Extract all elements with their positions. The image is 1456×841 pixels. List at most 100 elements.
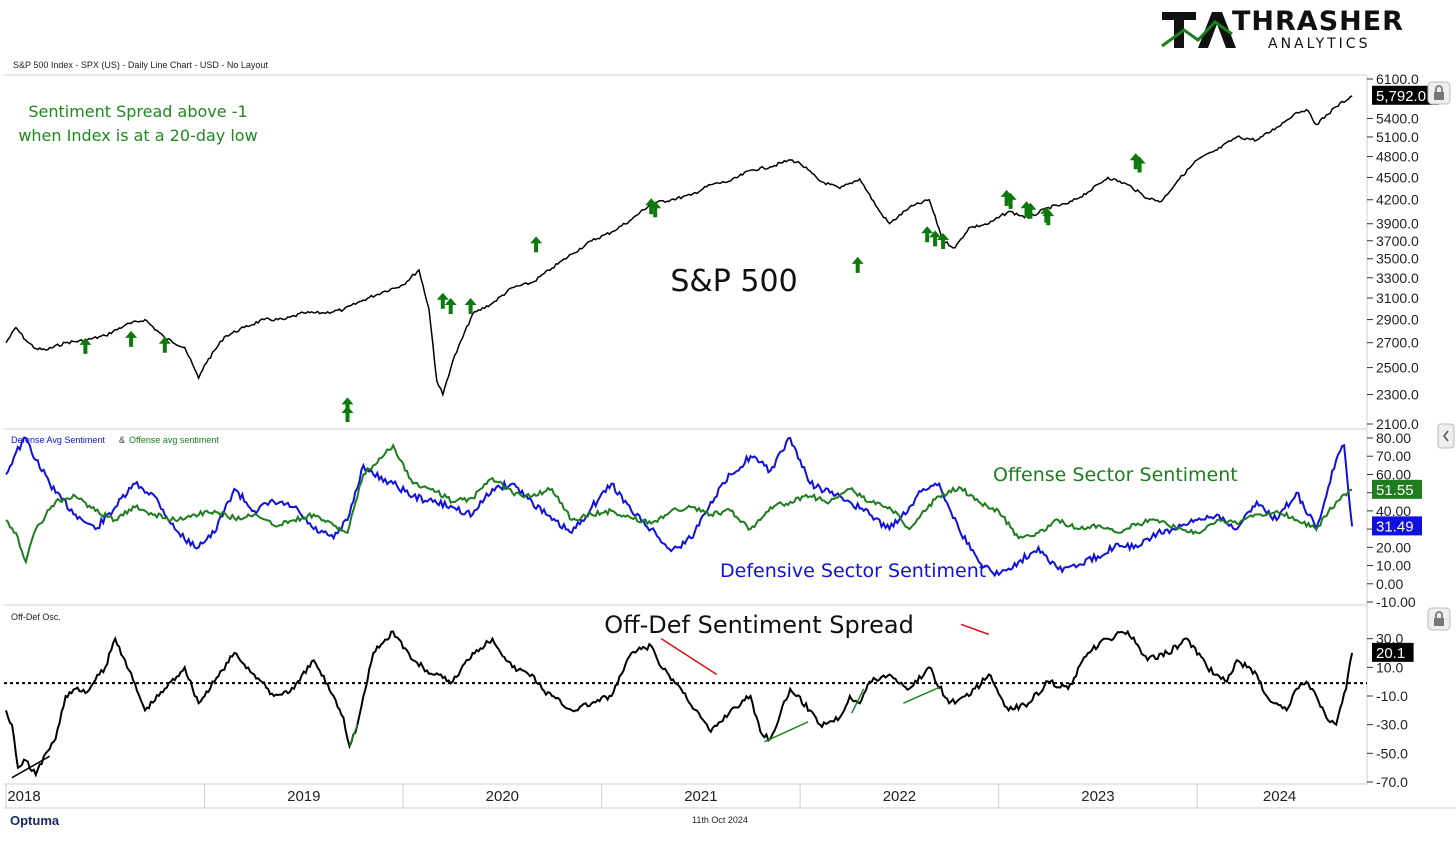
y-tick-label: 4200.0 xyxy=(1376,192,1419,208)
offense-last-value-bg xyxy=(1372,479,1422,499)
signal-arrow xyxy=(1024,202,1037,219)
y-tick-label: -30.0 xyxy=(1376,717,1408,733)
y-tick-label: 3500.0 xyxy=(1376,251,1419,267)
x-tick-label: 2024 xyxy=(1263,788,1296,805)
y-tick-label: 10.00 xyxy=(1376,558,1411,574)
defense-annotation: Defensive Sector Sentiment xyxy=(720,560,986,582)
spread-title: Off-Def Sentiment Spread xyxy=(604,611,914,639)
annotation-line-1: Sentiment Spread above -1 xyxy=(28,102,247,121)
y-tick-label: 3100.0 xyxy=(1376,290,1419,306)
x-tick-label: 2021 xyxy=(684,788,717,805)
spx-line xyxy=(5,95,1353,398)
x-tick-label: 2018 xyxy=(7,788,40,805)
defense-last-value: 31.49 xyxy=(1376,518,1414,535)
defense-last-value-bg xyxy=(1372,516,1422,536)
signal-arrow xyxy=(79,337,92,354)
logo-icon xyxy=(1161,12,1236,48)
y-tick-label: 6100.0 xyxy=(1376,71,1419,87)
signal-arrow xyxy=(464,298,477,314)
spx-last-value: 5,792.0 xyxy=(1376,88,1426,105)
trendline xyxy=(764,721,809,743)
y-tick-label: 80.00 xyxy=(1376,430,1411,446)
spread-last-value-bg xyxy=(1372,642,1414,662)
y-tick-label: 20.00 xyxy=(1376,539,1411,555)
y-tick-label: 10.0 xyxy=(1376,659,1403,675)
signal-arrow xyxy=(649,201,662,218)
legend-offense: Offense avg sentiment xyxy=(129,435,219,445)
x-tick-label: 2022 xyxy=(883,788,916,805)
spread-panel: 30.0 10.0 -10.0 -30.0 -50.0 -70.0 Off-Def Osc.… xyxy=(4,611,1414,790)
spx-title: S&P 500 xyxy=(670,264,797,299)
chevron-left-icon[interactable] xyxy=(1437,423,1455,449)
offense-annotation: Offense Sector Sentiment xyxy=(993,464,1238,486)
y-tick-label: 5400.0 xyxy=(1376,110,1419,126)
y-tick-label: 60.00 xyxy=(1376,466,1411,482)
offense-last-value: 51.55 xyxy=(1376,482,1414,499)
y-tick-label: 3300.0 xyxy=(1376,270,1419,286)
y-tick-label: 4800.0 xyxy=(1376,149,1419,165)
chart-header: S&P 500 Index - SPX (US) - Daily Line Ch… xyxy=(13,60,268,70)
y-tick-label: 2700.0 xyxy=(1376,335,1419,351)
x-tick-label: 2020 xyxy=(486,788,519,805)
brand-name: THRASHER xyxy=(1232,6,1404,37)
y-tick-label: 5100.0 xyxy=(1376,129,1419,145)
y-tick-label: 2500.0 xyxy=(1376,360,1419,376)
signal-arrow xyxy=(929,230,942,247)
y-tick-label: 3900.0 xyxy=(1376,216,1419,232)
signal-arrow xyxy=(921,226,934,243)
y-tick-label: -70.0 xyxy=(1376,774,1408,790)
y-tick-label: 2300.0 xyxy=(1376,387,1419,403)
spx-panel: 6100.0 5400.0 5100.0 4800.0 4500.0 4200.0 3900… xyxy=(5,71,1439,432)
trendline xyxy=(660,638,718,676)
signal-arrow xyxy=(1133,156,1146,173)
y-tick-label: 2900.0 xyxy=(1376,312,1419,328)
spx-last-value-bg xyxy=(1372,85,1439,105)
legend-defense: Defense Avg Sentiment xyxy=(11,435,105,445)
y-tick-label: -10.0 xyxy=(1376,688,1408,704)
signal-arrow xyxy=(851,256,864,273)
lock-icon[interactable] xyxy=(1427,607,1451,631)
signal-arrow xyxy=(1042,209,1055,226)
footer-brand: Optuma xyxy=(10,813,60,828)
legend-spread: Off-Def Osc. xyxy=(11,612,61,622)
spread-last-value: 20.1 xyxy=(1376,645,1405,662)
y-tick-label: -50.0 xyxy=(1376,745,1408,761)
sentiment-panel: 80.0070.0060.0050.0040.0030.0020.0010.00… xyxy=(5,430,1422,610)
defense-line xyxy=(5,436,1354,578)
signal-arrow xyxy=(158,336,171,353)
y-tick-label: -10.00 xyxy=(1376,594,1416,610)
signal-arrow xyxy=(341,406,354,422)
trendline xyxy=(348,724,359,747)
y-tick-label: 2100.0 xyxy=(1376,416,1419,432)
x-tick-label: 2019 xyxy=(287,788,320,805)
lock-icon[interactable] xyxy=(1427,81,1451,105)
x-axis: 2018 2019 2020 2021 2022 2023 2024 xyxy=(5,784,1296,808)
signal-arrow xyxy=(341,397,354,414)
spread-line xyxy=(5,629,1354,778)
trendline xyxy=(11,755,51,779)
brand-sub: ANALYTICS xyxy=(1268,36,1371,52)
y-tick-label: 40.00 xyxy=(1376,503,1411,519)
y-tick-label: 70.00 xyxy=(1376,448,1411,464)
panel-frames xyxy=(4,74,1456,809)
signal-arrow xyxy=(937,233,950,249)
signal-arrow xyxy=(436,292,449,309)
y-tick-label: 0.00 xyxy=(1376,576,1403,592)
trendline xyxy=(960,623,990,636)
y-tick-label: 30.0 xyxy=(1376,631,1403,647)
y-tick-label: 4500.0 xyxy=(1376,169,1419,185)
signal-arrow xyxy=(125,330,138,347)
legend-separator: & xyxy=(119,435,125,445)
trendline xyxy=(903,686,940,704)
signal-arrow xyxy=(530,236,543,253)
footer-date: 11th Oct 2024 xyxy=(692,815,748,825)
offense-line xyxy=(5,442,1353,565)
x-tick-label: 2023 xyxy=(1081,788,1114,805)
trendline xyxy=(851,688,865,714)
signal-arrow xyxy=(1004,192,1017,209)
signal-arrow xyxy=(444,298,457,314)
y-tick-label: 3700.0 xyxy=(1376,233,1419,249)
annotation-line-2: when Index is at a 20-day low xyxy=(18,126,257,145)
